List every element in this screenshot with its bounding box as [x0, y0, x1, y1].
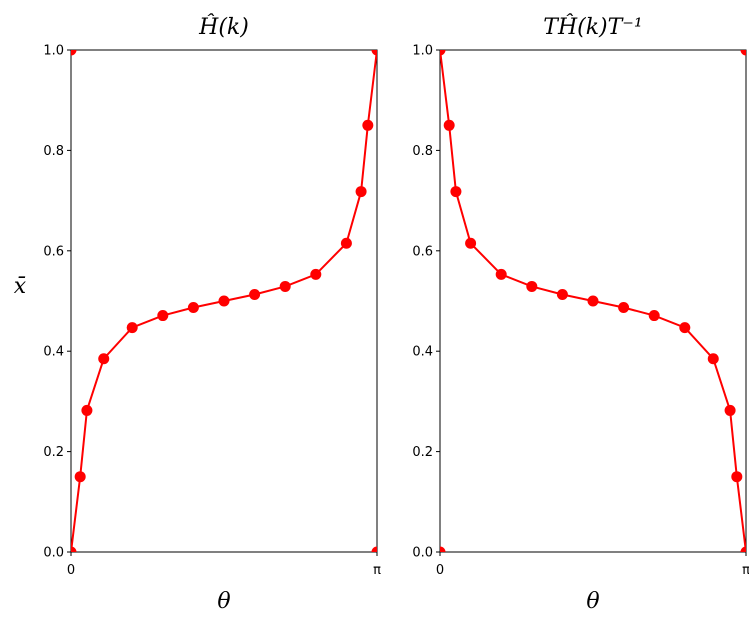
left-chart-panel: 0.0 0.2 0.4 0.6 0.8 1.0 0 π Ĥ(k) θ x̄ — [14, 13, 381, 614]
data-point — [526, 280, 538, 292]
y-tick-label: 0.0 — [412, 546, 433, 561]
edge-data-point — [440, 546, 446, 552]
data-point — [71, 546, 77, 552]
edge-data-point — [71, 50, 77, 56]
plot-area — [440, 50, 746, 552]
chart-title: Ĥ(k) — [198, 13, 249, 40]
chart-title: TĤ(k)T⁻¹ — [543, 13, 642, 40]
axes-frame — [70, 49, 378, 553]
y-tick-label: 1.0 — [412, 44, 433, 59]
data-point — [187, 302, 199, 314]
x-axis-label: θ — [217, 589, 230, 614]
y-axis-label: x̄ — [14, 274, 27, 299]
y-tick-label: 0.4 — [43, 345, 64, 360]
y-tick-label: 0.6 — [43, 244, 64, 259]
y-tick-label: 1.0 — [43, 44, 64, 59]
x-axis-label: θ — [586, 589, 599, 614]
data-point — [495, 268, 507, 280]
data-point — [440, 50, 446, 56]
data-point — [98, 353, 110, 365]
y-tick-label: 0.8 — [43, 144, 64, 159]
data-point — [74, 471, 86, 483]
data-point — [362, 119, 374, 131]
data-point — [648, 310, 660, 322]
y-tick-label: 0.6 — [412, 244, 433, 259]
data-point — [679, 322, 691, 334]
data-point — [218, 295, 230, 307]
data-point — [310, 268, 322, 280]
y-tick-label: 0.4 — [412, 345, 433, 360]
right-chart-panel: 0.0 0.2 0.4 0.6 0.8 1.0 0 π TĤ(k)T⁻¹ θ — [412, 13, 749, 614]
data-point — [355, 186, 367, 198]
data-point — [740, 546, 746, 552]
edge-data-point — [371, 546, 377, 552]
data-point — [731, 471, 743, 483]
x-tick-label: π — [742, 563, 749, 578]
data-point — [618, 302, 630, 314]
data-point — [279, 280, 291, 292]
data-point — [443, 119, 455, 131]
data-point — [81, 404, 93, 416]
data-point — [126, 322, 138, 334]
x-tick-label: 0 — [436, 563, 444, 578]
data-point — [556, 288, 568, 300]
y-tick-label: 0.0 — [43, 546, 64, 561]
data-point — [707, 353, 719, 365]
data-point — [157, 310, 169, 322]
data-point — [587, 295, 599, 307]
data-point — [371, 50, 377, 56]
data-point — [340, 237, 352, 249]
data-point — [724, 404, 736, 416]
x-tick-label: π — [373, 563, 381, 578]
data-point — [465, 237, 477, 249]
y-tick-label: 0.8 — [412, 144, 433, 159]
data-point — [450, 186, 462, 198]
y-tick-label: 0.2 — [412, 445, 433, 460]
axes-frame — [439, 49, 747, 553]
edge-data-point — [740, 50, 746, 56]
data-point — [249, 288, 261, 300]
y-tick-label: 0.2 — [43, 445, 64, 460]
plot-area — [71, 50, 377, 552]
x-tick-label: 0 — [67, 563, 75, 578]
